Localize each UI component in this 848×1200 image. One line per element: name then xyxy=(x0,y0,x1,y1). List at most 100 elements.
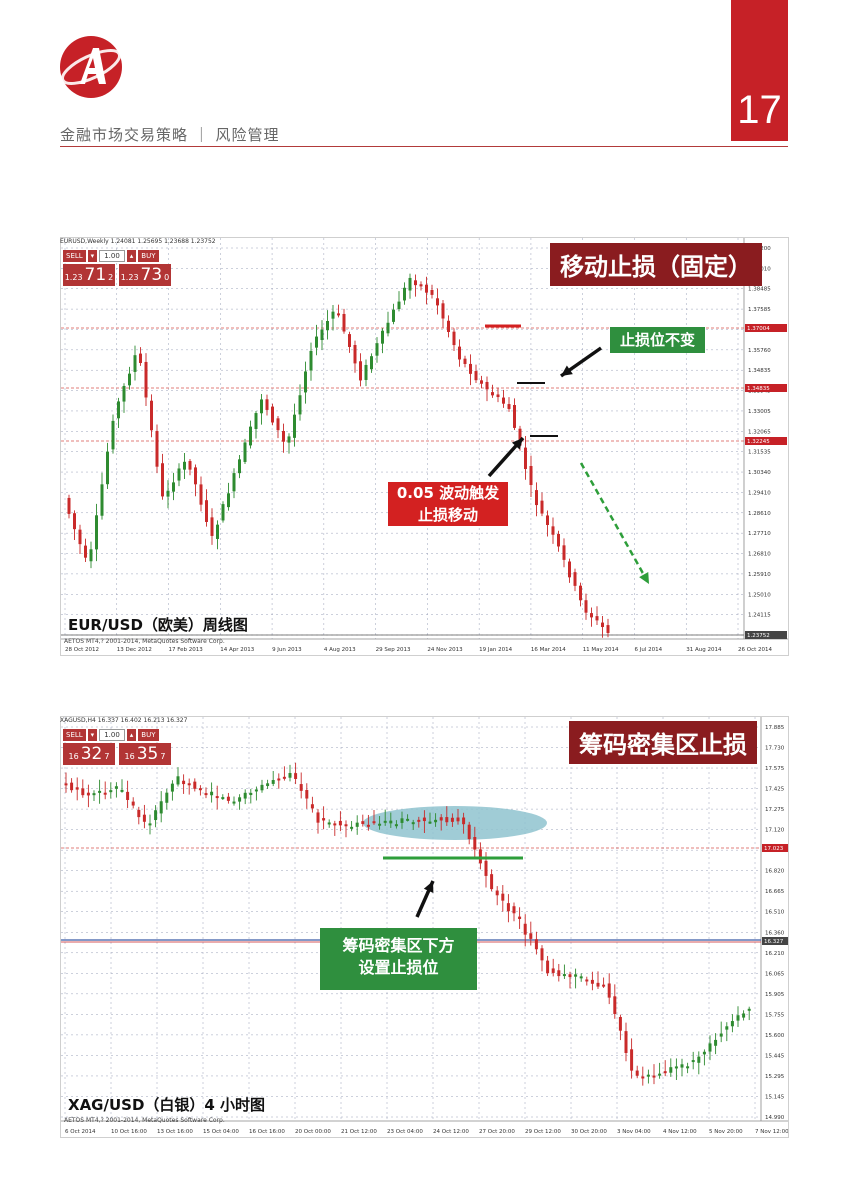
candle-body xyxy=(462,817,466,825)
candle-body xyxy=(546,960,550,974)
lot-size-input[interactable]: 1.00 xyxy=(99,250,125,262)
candle-body xyxy=(430,289,434,295)
lot-size-input[interactable]: 1.00 xyxy=(99,729,125,741)
y-tick-label: 15.755 xyxy=(765,1012,785,1018)
candle-body xyxy=(95,515,98,550)
candle-body xyxy=(320,329,324,341)
candle-body xyxy=(389,820,393,824)
candle-body xyxy=(142,814,146,822)
candle-body xyxy=(131,801,135,806)
qty-up-button[interactable]: ▴ xyxy=(126,729,137,741)
candle-body xyxy=(353,344,357,364)
sell-button[interactable]: SELL xyxy=(63,250,86,262)
eurusd-window-title: EURUSD,Weekly 1.24081 1.25695 1.23688 1.… xyxy=(60,238,216,245)
candle-body xyxy=(414,280,417,286)
page-number: 17 xyxy=(731,0,788,141)
candle-body xyxy=(331,311,335,319)
candle-body xyxy=(338,820,342,826)
x-tick-label: 24 Oct 12:00 xyxy=(433,1129,469,1135)
candle-body xyxy=(691,1060,695,1063)
y-tick-label: 16.510 xyxy=(765,910,785,916)
buy-price[interactable]: 1.23 73 0 xyxy=(119,264,171,286)
x-tick-label: 24 Nov 2013 xyxy=(427,647,463,653)
candle-body xyxy=(428,821,432,824)
candle-body xyxy=(254,413,258,429)
y-tick-label: 14.990 xyxy=(765,1115,785,1121)
candle-body xyxy=(215,796,219,799)
candle-body xyxy=(584,600,588,613)
candle-body xyxy=(344,824,348,827)
candle-body xyxy=(232,473,236,492)
candle-body xyxy=(177,468,181,481)
candle-body xyxy=(601,622,604,628)
candle-body xyxy=(386,322,390,334)
candle-body xyxy=(198,788,202,791)
candle-body xyxy=(210,791,214,796)
candle-body xyxy=(249,426,252,446)
candle-body xyxy=(260,784,264,791)
x-tick-label: 26 Oct 2014 xyxy=(738,647,773,653)
chip-concentration-zone xyxy=(363,806,547,840)
sell-price[interactable]: 16 32 7 xyxy=(63,743,115,765)
qty-down-button[interactable]: ▾ xyxy=(87,729,98,741)
candle-body xyxy=(265,399,269,410)
candle-body xyxy=(736,1015,740,1021)
company-logo xyxy=(60,36,122,98)
candle-body xyxy=(480,380,483,384)
qty-up-button[interactable]: ▴ xyxy=(126,250,137,262)
candle-body xyxy=(98,790,102,793)
candle-body xyxy=(400,818,404,823)
candle-body xyxy=(425,284,428,293)
candle-body xyxy=(725,1026,729,1030)
candle-body xyxy=(469,363,472,374)
sell-price-pips: 32 xyxy=(80,744,103,764)
y-tick-label: 1.38485 xyxy=(748,287,771,293)
buy-price[interactable]: 16 35 7 xyxy=(119,743,171,765)
buy-button[interactable]: BUY xyxy=(138,729,159,741)
candle-body xyxy=(243,792,247,799)
candle-body xyxy=(397,301,401,310)
candle-body xyxy=(73,513,76,530)
candle-body xyxy=(188,461,192,470)
candle-body xyxy=(742,1013,746,1018)
stop-unchanged-arrow-head xyxy=(561,365,573,376)
y-tick-label: 15.145 xyxy=(765,1094,785,1100)
x-tick-label: 9 Jun 2013 xyxy=(272,647,302,653)
stop-unchanged-callout: 止损位不变 xyxy=(610,327,705,353)
candle-body xyxy=(161,463,164,497)
candle-body xyxy=(529,933,533,939)
candle-body xyxy=(496,394,500,398)
x-tick-label: 11 May 2014 xyxy=(583,647,619,653)
candle-body xyxy=(170,783,174,792)
candle-body xyxy=(641,1076,645,1079)
candle-body xyxy=(92,793,96,796)
candle-body xyxy=(406,818,410,821)
chart2-title-label: 筹码密集区止损 xyxy=(569,721,757,764)
candle-body xyxy=(166,490,170,497)
candle-body xyxy=(606,625,610,633)
candle-body xyxy=(436,298,439,306)
candle-body xyxy=(506,903,510,912)
sell-price[interactable]: 1.23 71 2 xyxy=(63,264,115,286)
candle-body xyxy=(419,284,423,287)
candle-body xyxy=(75,787,79,790)
candle-body xyxy=(495,890,499,896)
y-tick-label: 17.885 xyxy=(765,725,785,731)
y-tick-label: 16.820 xyxy=(765,869,785,875)
candle-body xyxy=(70,782,74,791)
price-tag xyxy=(745,324,787,332)
sell-button[interactable]: SELL xyxy=(63,729,86,741)
y-tick-label: 17.275 xyxy=(765,807,785,813)
candle-body xyxy=(747,1008,751,1011)
downtrend-arrow xyxy=(579,462,651,585)
candle-body xyxy=(316,812,320,823)
qty-down-button[interactable]: ▾ xyxy=(87,250,98,262)
candle-body xyxy=(730,1021,734,1027)
candle-body xyxy=(394,824,398,827)
candle-body xyxy=(271,780,275,784)
candle-body xyxy=(293,414,296,438)
buy-button[interactable]: BUY xyxy=(138,250,159,262)
x-tick-label: 13 Dec 2012 xyxy=(117,647,152,653)
candle-body xyxy=(364,364,368,380)
candle-body xyxy=(155,430,159,467)
